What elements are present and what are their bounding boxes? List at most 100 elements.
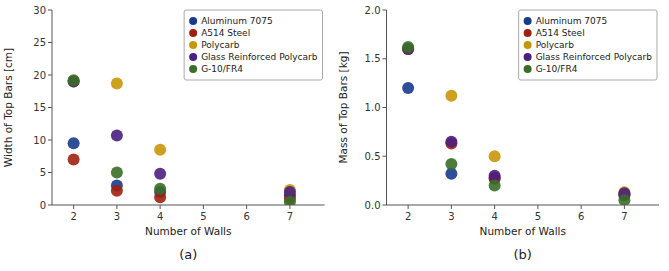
panel-label: (b) [514,247,532,262]
y-tick [48,205,52,206]
background [0,0,669,271]
x-tick-label: 3 [448,211,454,222]
x-tick [494,205,495,209]
y-axis-label: Width of Top Bars [cm] [2,48,14,167]
legend-label: A514 Steel [201,28,250,38]
figure: 234567051015202530Number of WallsWidth o… [0,0,669,271]
legend-item: Glass Reinforced Polycarb [524,52,653,62]
scatter-point [154,183,166,195]
legend-item: A514 Steel [189,28,250,38]
y-tick [383,10,387,11]
legend-marker [189,17,197,25]
scatter-point [68,137,80,149]
x-tick-label: 7 [621,211,627,222]
legend-item: G-10/FR4 [189,64,243,74]
x-tick-label: 6 [578,211,584,222]
legend-item: Polycarb [189,40,240,50]
y-tick-label: 1.5 [365,53,381,64]
legend-label: Polycarb [536,40,575,50]
legend: Aluminum 7075 A514 Steel Polycarb Glass Rei… [519,10,657,80]
legend-label: Glass Reinforced Polycarb [201,52,318,62]
scatter-point [284,196,296,205]
y-tick-label: 10 [33,135,46,146]
scatter-point [154,144,166,156]
y-tick [383,107,387,108]
x-tick [160,205,161,209]
scatter-point [445,90,457,102]
legend-item: A514 Steel [524,28,585,38]
legend-marker [524,17,532,25]
x-tick [408,205,409,209]
x-tick-label: 4 [491,211,497,222]
y-tick [48,107,52,108]
legend-item: G-10/FR4 [524,64,578,74]
legend-label: Polycarb [201,40,240,50]
scatter-point [618,194,630,205]
x-tick-label: 5 [200,211,206,222]
scatter-point [402,41,414,53]
legend-marker [524,29,532,37]
y-tick [48,10,52,11]
y-tick-label: 0.5 [365,151,381,162]
legend-marker [524,41,532,49]
scatter-point [154,168,166,180]
y-tick [48,42,52,43]
scatter-point [402,82,414,94]
legend-item: Aluminum 7075 [189,16,273,26]
x-tick-label: 5 [535,211,541,222]
scatter-point [111,129,123,141]
legend-marker [524,53,532,61]
y-tick [383,58,387,59]
y-tick-label: 20 [33,70,46,81]
y-tick-label: 5 [40,167,46,178]
y-tick-label: 30 [33,5,46,16]
scatter-point [111,185,123,197]
y-axis-label: Mass of Top Bars [kg] [337,52,349,164]
legend-label: G-10/FR4 [536,64,578,74]
x-axis-label: Number of Walls [145,225,231,237]
x-tick [203,205,204,209]
scatter-point [445,158,457,170]
y-tick [48,75,52,76]
legend-frame [519,10,657,80]
panel: 234567051015202530Number of WallsWidth o… [2,5,325,263]
legend-marker [524,65,532,73]
x-tick [116,205,117,209]
y-tick [48,140,52,141]
panel: 2 3 4 5 6 7 0.0 0.5 1.0 1.5 2.0 Number of Walls Mass… [337,5,660,263]
y-tick-label: 0.0 [365,200,381,211]
y-tick-label: 15 [33,102,46,113]
y-tick [48,172,52,173]
legend-marker [189,65,197,73]
x-tick-label: 3 [114,211,120,222]
legend: Aluminum 7075 A514 Steel Polycarb Glass Rei… [184,10,322,80]
x-tick [73,205,74,209]
x-tick-label: 2 [70,211,76,222]
x-axis-line [387,205,660,206]
scatter-point [68,74,80,86]
legend-marker [189,53,197,61]
legend-label: Aluminum 7075 [201,16,273,26]
x-tick-label: 2 [405,211,411,222]
legend-item: Aluminum 7075 [524,16,608,26]
y-tick-label: 1.0 [365,102,381,113]
x-tick [451,205,452,209]
panel-label: (a) [179,247,197,262]
x-tick-label: 4 [157,211,163,222]
x-axis-label: Number of Walls [480,225,566,237]
x-tick [289,205,290,209]
scatter-point [111,167,123,179]
y-tick-label: 2.0 [365,5,381,16]
x-axis-line [52,205,325,206]
scatter-point [68,154,80,166]
y-tick [383,156,387,157]
scatter-point [489,150,501,162]
x-tick [537,205,538,209]
x-tick [246,205,247,209]
legend-label: A514 Steel [536,28,585,38]
x-tick [624,205,625,209]
legend-marker [189,41,197,49]
y-tick-label: 25 [33,37,46,48]
x-tick-label: 6 [243,211,249,222]
points [68,74,296,205]
